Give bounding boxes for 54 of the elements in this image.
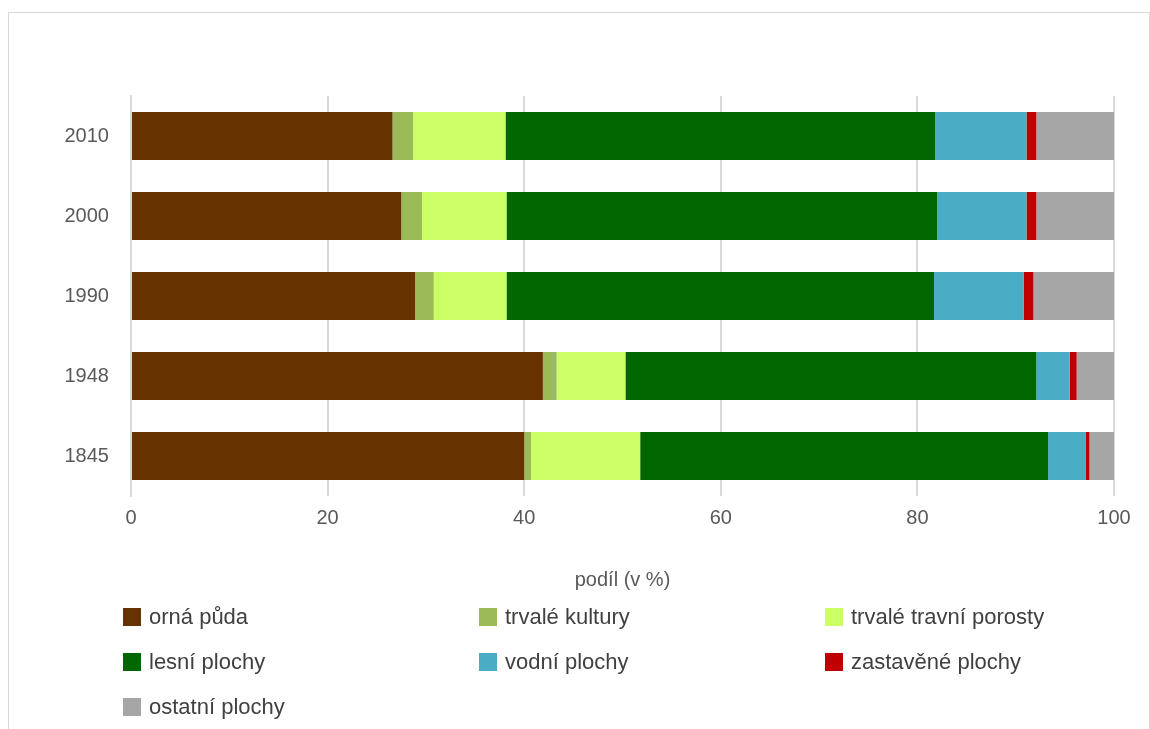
- bar: [392, 112, 414, 160]
- bar: [132, 432, 525, 480]
- legend-label: zastavěné plochy: [851, 649, 1021, 675]
- bar: [1089, 432, 1114, 480]
- bar: [1023, 272, 1034, 320]
- x-tick-label: 20: [316, 505, 339, 528]
- y-tick-label: 2010: [64, 123, 109, 146]
- bar: [1076, 352, 1114, 400]
- x-tick-label: 100: [1097, 505, 1131, 528]
- bar: [556, 352, 626, 400]
- bar: [506, 272, 935, 320]
- bar: [937, 192, 1027, 240]
- x-axis-title: podíl (v %): [574, 567, 671, 590]
- bar: [401, 192, 422, 240]
- bar: [524, 432, 532, 480]
- bar: [433, 272, 507, 320]
- bar: [640, 432, 1049, 480]
- bar: [1048, 432, 1086, 480]
- bar: [506, 192, 938, 240]
- bar: [505, 112, 936, 160]
- bar: [1085, 432, 1090, 480]
- bar: [132, 112, 393, 160]
- bar: [625, 352, 1037, 400]
- legend-label: trvalé kultury: [505, 604, 630, 630]
- bar: [1033, 272, 1114, 320]
- bar: [132, 272, 416, 320]
- bar: [415, 272, 434, 320]
- x-tick-label: 0: [125, 505, 137, 528]
- legend-label: lesní plochy: [149, 649, 266, 675]
- bar: [1069, 352, 1077, 400]
- legend-label: vodní plochy: [505, 649, 629, 675]
- bar: [1026, 192, 1037, 240]
- bar: [531, 432, 641, 480]
- y-tick-label: 1990: [64, 283, 109, 306]
- x-tick-label: 60: [709, 505, 732, 528]
- x-tick-label: 40: [513, 505, 536, 528]
- y-tick-label: 1845: [64, 443, 109, 466]
- bar: [132, 352, 543, 400]
- bar: [132, 192, 402, 240]
- bar: [1036, 352, 1070, 400]
- legend-label: ostatní plochy: [149, 694, 285, 720]
- bar: [421, 192, 507, 240]
- bar: [1026, 112, 1037, 160]
- bar: [934, 272, 1024, 320]
- y-tick-label: 1948: [64, 363, 109, 386]
- bar: [1036, 192, 1114, 240]
- x-tick-label: 80: [906, 505, 929, 528]
- legend-label: orná půda: [149, 604, 249, 630]
- bar: [413, 112, 506, 160]
- bar: [1036, 112, 1114, 160]
- y-tick-label: 2000: [64, 203, 109, 226]
- legend-label: trvalé travní porosty: [851, 604, 1045, 630]
- bar: [935, 112, 1027, 160]
- bar: [542, 352, 557, 400]
